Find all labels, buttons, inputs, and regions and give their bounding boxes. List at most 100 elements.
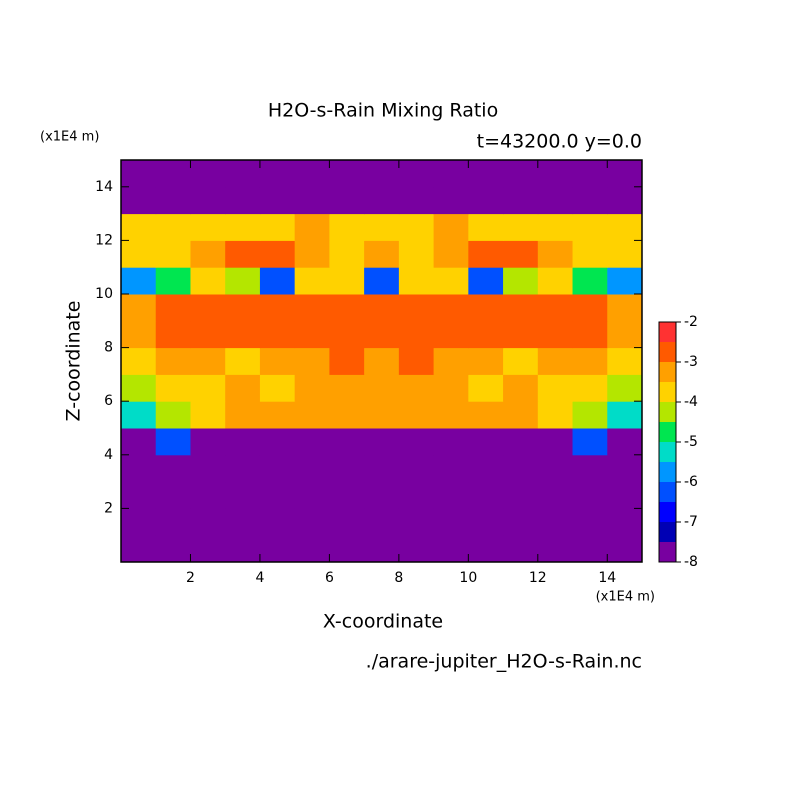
colorbar-swatch [659,442,676,462]
contour-cell [433,508,469,536]
contour-cell [225,428,261,456]
colorbar-swatch [659,322,676,342]
contour-cell [468,347,504,375]
contour-cell [294,186,330,215]
contour-cell [155,240,191,268]
y-axis-label: Z-coordinate [63,301,85,422]
contour-cell [155,401,191,429]
contour-cell [155,428,191,456]
contour-cell [468,508,504,536]
colorbar-tick-label: -8 [684,554,698,570]
contour-cell [259,213,296,241]
contour-cell [537,160,574,188]
y-tick-label: 10 [95,286,113,302]
contour-cell [190,428,226,456]
contour-cell [225,347,261,375]
contour-cell [259,401,296,429]
contour-cell [190,508,226,536]
contour-cell [259,508,296,536]
contour-cell [259,454,296,483]
contour-cell [572,508,608,536]
contour-cell [607,320,643,349]
contour-cell [121,160,157,188]
colorbar-swatch [659,502,676,522]
contour-cell [572,481,608,509]
contour-cell [398,401,435,429]
contour-cell [433,454,469,483]
contour-cell [607,160,643,188]
contour-cell [572,535,608,563]
contour-cell [294,267,330,295]
contour-cell [329,160,365,188]
contour-cell [572,294,608,322]
contour-cell [225,320,261,349]
contour-cell [225,160,261,188]
colorbar-tick-label: -5 [684,434,698,450]
contour-cell [294,508,330,536]
contour-cell [190,374,226,402]
contour-cell [225,535,261,563]
x-tick-label: 2 [186,570,195,586]
contour-cell [364,160,400,188]
contour-cell [398,481,435,509]
contour-cell [503,267,539,295]
contour-cell [294,428,330,456]
contour-cell [398,320,435,349]
contour-cell [294,374,330,402]
contour-cell [121,454,157,483]
contour-cell [259,160,296,188]
contour-cell [607,186,643,215]
contour-cell [121,374,157,402]
contour-cell [225,213,261,241]
contour-cell [121,535,157,563]
contour-cell [190,454,226,483]
contour-cell [155,374,191,402]
x-tick-label: 10 [459,570,477,586]
contour-cell [433,374,469,402]
y-tick-label: 2 [104,500,113,516]
contour-cell [433,160,469,188]
contour-cell [329,186,365,215]
contour-cell [537,294,574,322]
contour-cell [225,481,261,509]
contour-cell [433,294,469,322]
contour-cell [190,186,226,215]
contour-cell [259,320,296,349]
contour-cell [225,401,261,429]
contour-cell [468,240,504,268]
contour-cell [155,294,191,322]
contour-cell [364,267,400,295]
contour-cell [503,428,539,456]
contour-cell [155,535,191,563]
contour-cell [398,347,435,375]
colorbar-tick-label: -7 [684,514,698,530]
contour-cell [398,428,435,456]
y-tick-label: 12 [95,232,113,248]
y-tick-label: 6 [104,393,113,409]
contour-cell [259,347,296,375]
contour-cell [121,401,157,429]
contour-cell [572,347,608,375]
contour-cell [190,294,226,322]
contour-cell [607,267,643,295]
contour-cell [225,186,261,215]
contour-cell [364,320,400,349]
contour-cell [537,213,574,241]
contour-cell [468,213,504,241]
contour-cell [398,294,435,322]
contour-cell [468,374,504,402]
contour-cell [155,213,191,241]
contour-cell [364,213,400,241]
contour-cell [537,240,574,268]
contour-cell [364,294,400,322]
contour-cell [468,535,504,563]
contour-cell [433,186,469,215]
contour-cell [121,481,157,509]
contour-cell [329,213,365,241]
contour-cell [329,240,365,268]
contour-cell [259,428,296,456]
contour-cell [503,508,539,536]
contour-cell [433,347,469,375]
contour-cell [607,347,643,375]
colorbar-swatch [659,422,676,442]
